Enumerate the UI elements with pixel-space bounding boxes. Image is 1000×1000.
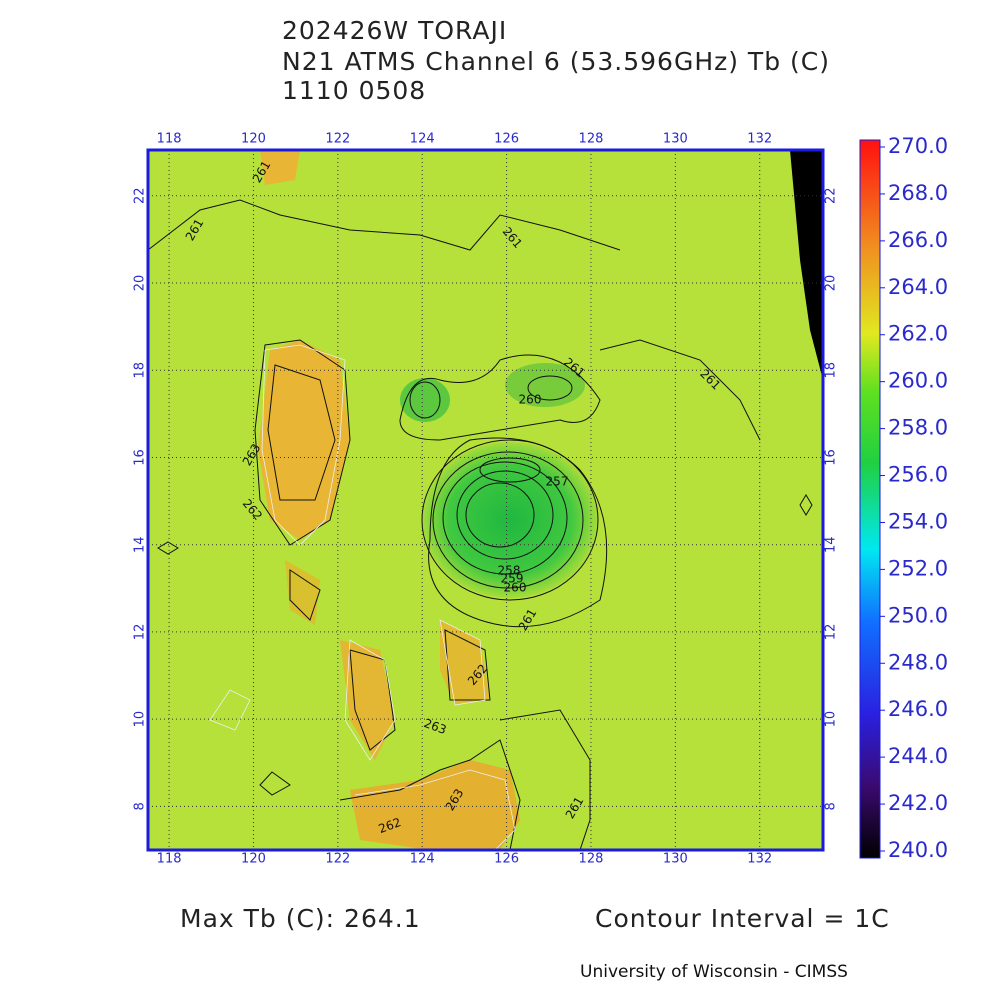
y-tick-label: 8: [133, 802, 148, 810]
colorbar-tick-label: 260.0: [888, 369, 948, 393]
credit: University of Wisconsin - CIMSS: [580, 962, 848, 982]
map-field: [148, 150, 823, 850]
max-tb: Max Tb (C): 264.1: [180, 904, 421, 933]
island-warm: [285, 560, 320, 625]
x-tick-label: 124: [410, 852, 435, 867]
coastline: [209, 344, 516, 850]
title-line: N21 ATMS Channel 6 (53.596GHz) Tb (C): [282, 47, 830, 76]
contour-label: 258: [498, 564, 521, 578]
colorbar-tick-label: 258.0: [888, 416, 948, 440]
island-warm: [440, 620, 490, 705]
colorbar-tick-label: 262.0: [888, 322, 948, 346]
colorbar-tick-label: 248.0: [888, 650, 948, 674]
x-tick-label: 132: [747, 132, 772, 147]
colorbar-tick-label: 254.0: [888, 509, 948, 533]
y-tick-label: 12: [133, 624, 148, 641]
x-tick-label: 130: [663, 132, 688, 147]
x-tick-label: 118: [157, 852, 182, 867]
island-warm: [340, 640, 395, 760]
contour-label: 260: [504, 581, 527, 595]
island-warm: [260, 150, 300, 185]
contour-label: 257: [546, 475, 569, 489]
y-tick-label: 20: [133, 275, 148, 292]
x-tick-label: 124: [410, 132, 435, 147]
x-tick-label: 122: [325, 852, 350, 867]
y-tick-label: 16: [133, 449, 148, 466]
colorbar-tick-label: 240.0: [888, 838, 948, 862]
y-tick-label: 20: [824, 275, 839, 292]
cold-spot: [505, 363, 585, 407]
x-tick-label: 128: [579, 852, 604, 867]
colorbar-tick-label: 244.0: [888, 744, 948, 768]
colorbar-tick-label: 242.0: [888, 791, 948, 815]
y-tick-label: 10: [824, 711, 839, 728]
colorbar-tick-label: 250.0: [888, 603, 948, 627]
y-tick-label: 14: [824, 536, 839, 553]
colorbar-tick-label: 252.0: [888, 556, 948, 580]
edge-cold: [790, 150, 823, 380]
title-line: 1110 0508: [282, 76, 426, 105]
x-tick-label: 118: [157, 132, 182, 147]
y-tick-label: 18: [133, 362, 148, 379]
x-tick-label: 126: [494, 132, 519, 147]
colorbar: [859, 139, 881, 859]
y-tick-label: 12: [824, 624, 839, 641]
x-tick-label: 126: [494, 852, 519, 867]
storm-core: [422, 442, 598, 598]
island-warm: [350, 760, 520, 850]
x-tick-label: 132: [747, 852, 772, 867]
contour-label: 259: [501, 572, 524, 586]
colorbar-tick-label: 256.0: [888, 463, 948, 487]
colorbar-tick-label: 246.0: [888, 697, 948, 721]
contour-label: 260: [519, 393, 542, 407]
y-tick-label: 14: [133, 536, 148, 553]
y-tick-label: 10: [133, 711, 148, 728]
y-tick-label: 22: [133, 188, 148, 205]
x-tick-label: 130: [663, 852, 688, 867]
colorbar-tick-label: 264.0: [888, 275, 948, 299]
x-tick-label: 128: [579, 132, 604, 147]
title-line: 202426W TORAJI: [282, 16, 507, 45]
x-tick-label: 120: [241, 852, 266, 867]
grid: [148, 150, 823, 850]
colorbar-tick-label: 266.0: [888, 228, 948, 252]
y-tick-label: 22: [824, 188, 839, 205]
y-tick-label: 8: [824, 802, 839, 810]
map-frame: [146, 148, 825, 852]
y-tick-label: 16: [824, 449, 839, 466]
colorbar-tick-label: 270.0: [888, 134, 948, 158]
colorbar-tick-label: 268.0: [888, 181, 948, 205]
x-tick-label: 120: [241, 132, 266, 147]
x-tick-label: 122: [325, 132, 350, 147]
y-tick-label: 18: [824, 362, 839, 379]
contour-interval: Contour Interval = 1C: [595, 904, 890, 933]
cold-spot: [400, 378, 450, 422]
island-warm: [258, 340, 350, 540]
